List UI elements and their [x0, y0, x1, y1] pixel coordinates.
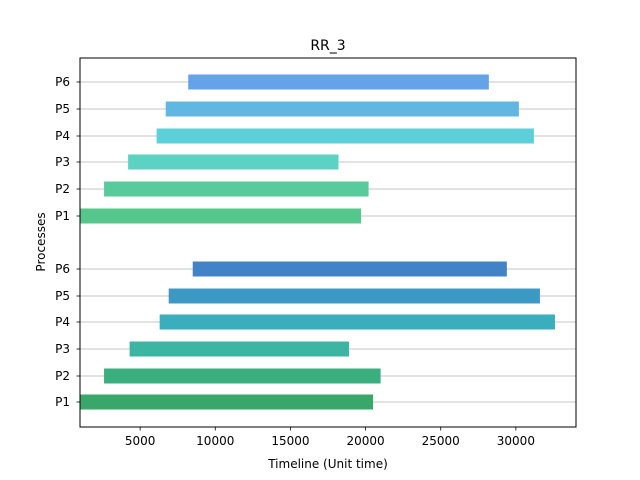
bar-p5-4	[168, 288, 540, 304]
x-tick-label: 15000	[271, 434, 309, 448]
y-tick-label: P6	[55, 262, 70, 276]
bar-p2-7	[104, 181, 369, 197]
bar-p1-0	[80, 394, 374, 410]
y-axis-title: Processes	[34, 212, 48, 271]
bar-p1-6	[80, 208, 362, 224]
y-tick-label: P2	[55, 182, 70, 196]
bar-p6-5	[192, 261, 507, 277]
y-tick-label: P5	[55, 102, 70, 116]
y-tick-label: P4	[55, 129, 70, 143]
y-tick-label: P5	[55, 289, 70, 303]
bar-p6-11	[188, 74, 489, 90]
y-tick-label: P1	[55, 395, 70, 409]
bar-p5-10	[165, 101, 519, 117]
y-tick-label: P3	[55, 342, 70, 356]
y-tick-label: P3	[55, 155, 70, 169]
x-tick-label: 5000	[125, 434, 156, 448]
y-tick-label: P4	[55, 315, 70, 329]
x-tick-label: 25000	[422, 434, 460, 448]
bar-p4-9	[156, 128, 534, 144]
y-tick-label: P6	[55, 75, 70, 89]
chart-title: RR_3	[310, 38, 345, 54]
y-tick-label: P1	[55, 209, 70, 223]
y-ticks: P1 P2 P3 P4 P5 P6 P1 P2 P3 P4 P5 P6	[55, 75, 80, 409]
x-ticks: 5000 10000 15000 20000 25000 30000	[125, 427, 535, 448]
x-tick-label: 10000	[196, 434, 234, 448]
bar-p4-3	[159, 314, 555, 330]
x-axis-title: Timeline (Unit time)	[267, 457, 388, 471]
bars-layer	[80, 74, 555, 410]
bar-p2-1	[104, 368, 381, 384]
y-tick-label: P2	[55, 369, 70, 383]
x-tick-label: 20000	[346, 434, 384, 448]
bar-p3-2	[129, 341, 350, 357]
bar-p3-8	[128, 154, 339, 170]
x-tick-label: 30000	[497, 434, 535, 448]
plot-frame	[79, 57, 577, 428]
